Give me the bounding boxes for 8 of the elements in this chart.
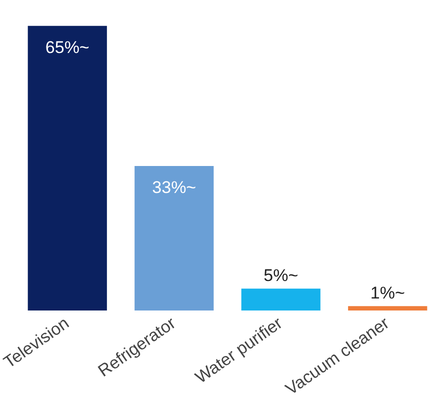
data-label: 33%~ <box>152 178 196 198</box>
data-label: 1%~ <box>370 283 405 302</box>
bar <box>28 26 107 311</box>
data-label: 65%~ <box>45 38 90 58</box>
data-label: 5%~ <box>264 266 298 285</box>
bar <box>348 306 428 311</box>
bar <box>134 166 214 311</box>
bar <box>241 288 320 311</box>
